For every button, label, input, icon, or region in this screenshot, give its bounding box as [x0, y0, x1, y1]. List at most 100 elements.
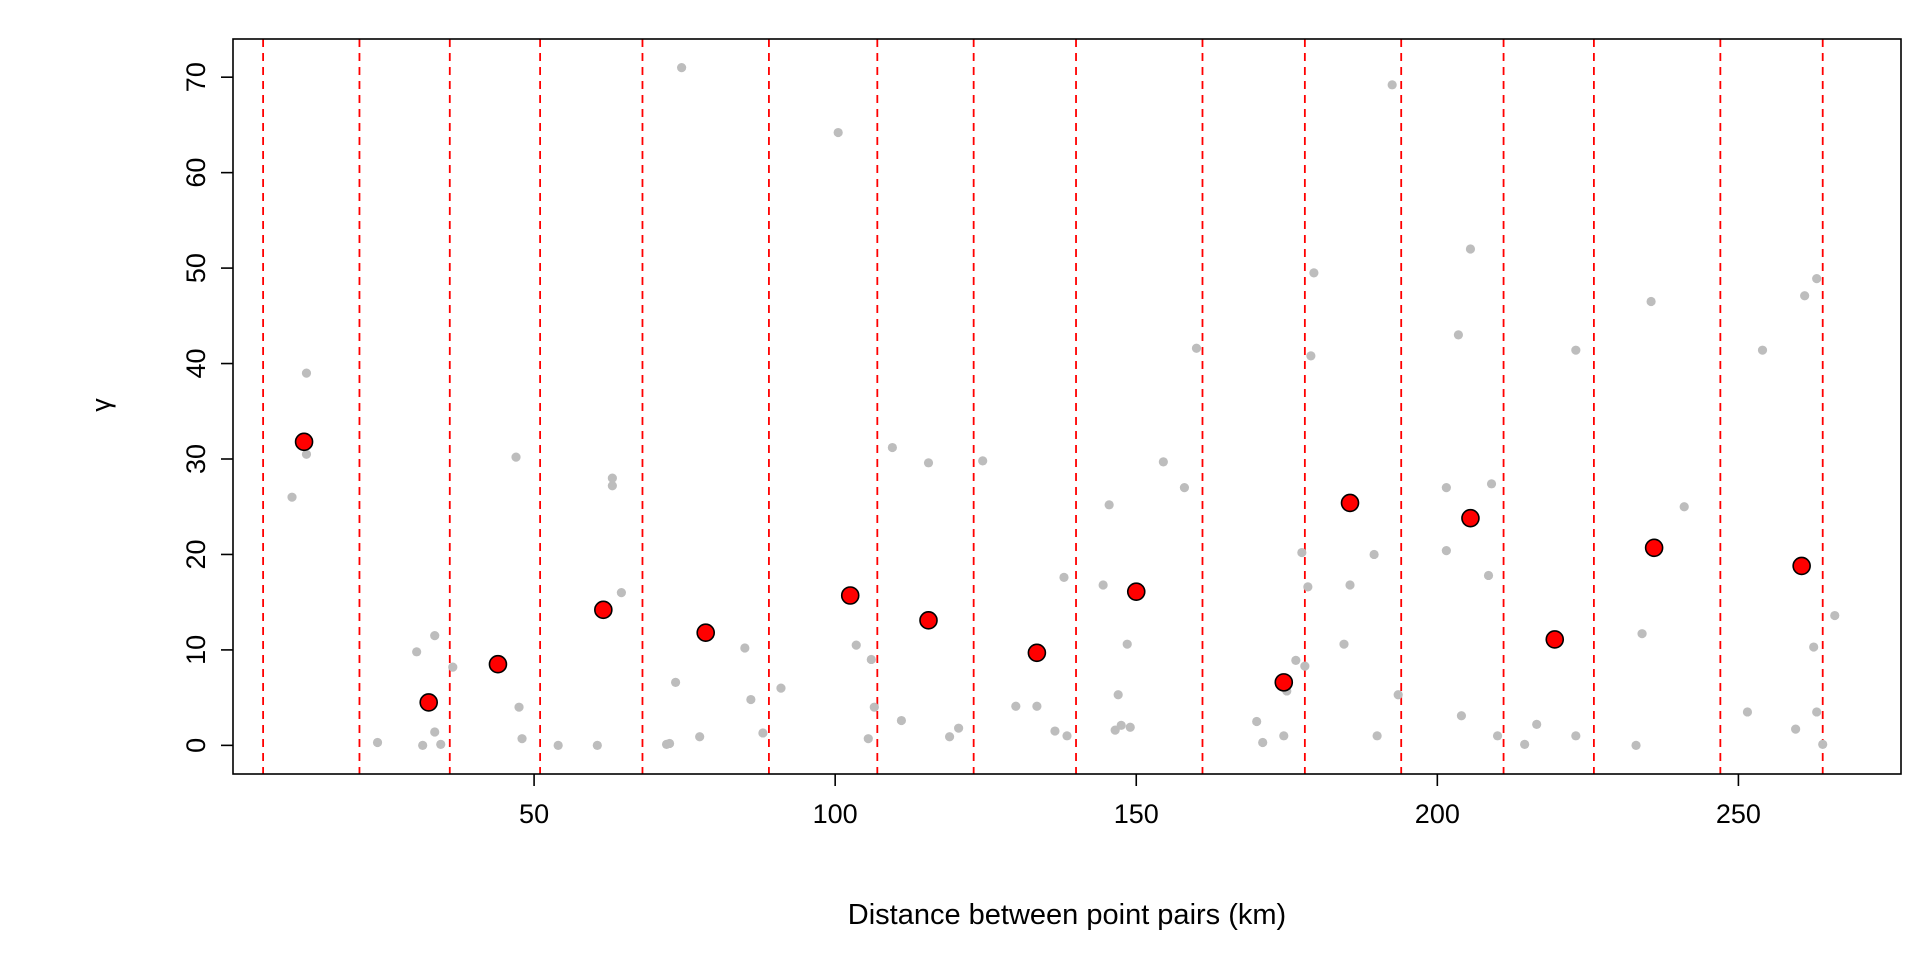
cloud-point — [1812, 273, 1822, 284]
cloud-point — [1830, 610, 1840, 621]
cloud-point — [616, 588, 626, 598]
binned-point — [696, 623, 716, 643]
y-axis: 0 10 20 30 40 50 60 70 — [181, 62, 233, 753]
cloud-point — [695, 732, 705, 742]
cloud-point — [1809, 642, 1819, 652]
cloud-point — [1339, 639, 1349, 649]
cloud-point — [1098, 580, 1108, 590]
cloud-point — [1372, 731, 1382, 741]
cloud-point — [944, 732, 955, 742]
cloud-point — [517, 734, 527, 744]
bin-lines-group — [262, 39, 1824, 774]
cloud-point — [1532, 719, 1542, 729]
cloud-point — [1453, 330, 1464, 340]
cloud-point — [863, 734, 873, 744]
cloud-point — [1679, 502, 1689, 512]
cloud-point — [301, 449, 312, 459]
binned-point — [594, 600, 613, 620]
binned-points-group — [294, 432, 1811, 712]
binned-point — [1340, 493, 1360, 513]
binned-point — [1545, 630, 1565, 649]
cloud-point — [1465, 244, 1476, 254]
cloud-point — [301, 368, 312, 378]
cloud-point — [746, 694, 756, 705]
cloud-point — [1297, 547, 1307, 558]
cloud-point — [1116, 720, 1126, 730]
cloud-point — [1062, 731, 1072, 741]
x-tick-label: 50 — [519, 799, 549, 829]
cloud-point — [896, 715, 907, 726]
x-tick-label: 100 — [813, 799, 858, 829]
cloud-point — [1125, 722, 1135, 732]
y-axis-label: γ — [86, 398, 116, 412]
cloud-point — [1757, 345, 1768, 355]
binned-point — [1027, 643, 1047, 663]
cloud-point — [866, 654, 876, 665]
cloud-point — [511, 452, 521, 462]
cloud-point — [677, 63, 687, 73]
cloud-point — [664, 738, 675, 749]
cloud-point — [740, 643, 750, 653]
binned-point — [419, 693, 439, 712]
cloud-point — [448, 662, 458, 672]
cloud-point — [1059, 572, 1069, 582]
cloud-point — [553, 740, 563, 750]
cloud-point — [954, 723, 964, 733]
binned-point — [1461, 508, 1480, 528]
y-tick-label: 10 — [181, 635, 211, 665]
cloud-point — [1812, 707, 1822, 717]
cloud-point — [412, 647, 422, 657]
x-axis: 50 100 150 200 250 — [519, 774, 1761, 829]
cloud-point — [1300, 661, 1310, 671]
cloud-point — [1818, 739, 1828, 750]
cloud-point — [1791, 724, 1801, 734]
cloud-point — [1369, 549, 1379, 560]
cloud-point — [1492, 731, 1503, 741]
binned-point — [1274, 673, 1294, 692]
y-tick-label: 60 — [181, 158, 211, 188]
cloud-point — [1291, 655, 1301, 666]
cloud-point — [1345, 580, 1355, 590]
binned-point — [1792, 556, 1811, 576]
cloud-point — [1011, 701, 1021, 711]
cloud-point — [372, 737, 383, 748]
y-tick-label: 20 — [181, 539, 211, 569]
cloud-point — [1393, 690, 1403, 700]
cloud-point — [1486, 479, 1497, 489]
cloud-point — [1303, 582, 1313, 592]
cloud-point — [1252, 716, 1262, 727]
cloud-point — [776, 683, 786, 693]
cloud-point — [592, 740, 602, 750]
cloud-point — [1113, 690, 1123, 700]
cloud-point — [418, 740, 428, 750]
cloud-point — [1258, 737, 1268, 748]
cloud-point — [1191, 343, 1202, 353]
cloud-point — [887, 442, 897, 453]
cloud-point — [978, 456, 988, 466]
cloud-point — [1050, 726, 1060, 736]
plot-frame — [232, 38, 1902, 775]
cloud-point — [287, 492, 297, 502]
cloud-point — [1279, 731, 1289, 741]
cloud-point — [1306, 351, 1316, 361]
cloud-point — [1122, 639, 1132, 649]
cloud-point — [430, 630, 440, 641]
cloud-point — [1158, 457, 1168, 467]
x-tick-label: 200 — [1415, 799, 1460, 829]
cloud-point — [1571, 345, 1581, 355]
cloud-points-group — [287, 63, 1840, 750]
y-tick-label: 50 — [181, 253, 211, 283]
cloud-point — [1742, 707, 1753, 717]
cloud-point — [758, 728, 768, 738]
cloud-point — [1441, 546, 1451, 556]
binned-point — [919, 611, 938, 630]
cloud-point — [670, 677, 681, 687]
x-tick-label: 150 — [1114, 799, 1159, 829]
cloud-point — [1032, 701, 1042, 711]
cloud-point — [1483, 570, 1494, 581]
cloud-point — [1571, 731, 1581, 741]
cloud-point — [923, 458, 934, 468]
cloud-point — [1387, 80, 1397, 90]
